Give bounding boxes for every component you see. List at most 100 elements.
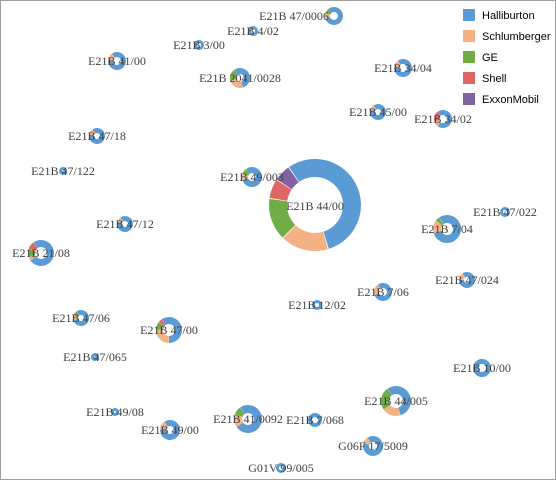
node-label: E21B 34/02 bbox=[414, 112, 472, 126]
node-label: G06F 17/5009 bbox=[338, 439, 408, 453]
node-donut-e21b-34-04 bbox=[393, 58, 412, 77]
slice-schlumberger bbox=[434, 120, 441, 127]
slice-halliburton bbox=[73, 310, 89, 327]
node-donut-e21b-41-00 bbox=[107, 51, 126, 70]
slice-schlumberger bbox=[72, 315, 79, 321]
node-donut-e21b-12-02 bbox=[312, 300, 322, 310]
node-donut-e21b-47-00 bbox=[155, 317, 182, 344]
node-label: E21B 44/005 bbox=[364, 394, 428, 408]
slice-schlumberger bbox=[283, 225, 328, 251]
slice-schlumberger bbox=[230, 79, 243, 88]
slice-halliburton bbox=[59, 167, 67, 175]
node-label: E21B 2041/0028 bbox=[199, 71, 281, 85]
slice-schlumberger bbox=[383, 405, 401, 417]
slice-schlumberger bbox=[117, 217, 124, 223]
legend-label-shell: Shell bbox=[482, 73, 506, 85]
node-donut-e21b-49-08 bbox=[111, 408, 119, 416]
node-label: E21B 41/00 bbox=[88, 54, 146, 68]
legend: Halliburton Schlumberger GE Shell ExxonMobil bbox=[463, 9, 551, 106]
slice-schlumberger bbox=[155, 329, 169, 343]
slice-halliburton bbox=[369, 104, 386, 121]
slice-halliburton bbox=[88, 128, 105, 145]
slice-schlumberger bbox=[370, 105, 377, 111]
legend-label-ge: GE bbox=[482, 52, 498, 64]
node-donut-e21b-34-02 bbox=[434, 110, 452, 129]
node-label: E21B 49/003 bbox=[220, 170, 284, 184]
slice-halliburton bbox=[236, 405, 263, 434]
node-label: E21B 49/08 bbox=[86, 405, 144, 419]
node-label: E21B 12/02 bbox=[288, 298, 346, 312]
node-donut-e21b-47-0006 bbox=[325, 6, 344, 25]
node-label: E21B 45/00 bbox=[349, 105, 407, 119]
node-label: E21B 47/0006 bbox=[259, 9, 329, 23]
node-donut-e21b-47-022 bbox=[500, 207, 510, 217]
slice-schlumberger bbox=[394, 60, 401, 68]
node-label: E21B 7/06 bbox=[357, 285, 409, 299]
slice-ge bbox=[234, 407, 245, 417]
node-label: G01V 99/005 bbox=[248, 461, 313, 475]
slice-halliburton bbox=[308, 413, 322, 427]
slice-schlumberger bbox=[108, 53, 115, 61]
node-label: E21B 47/122 bbox=[31, 164, 95, 178]
slice-halliburton bbox=[248, 26, 258, 36]
node-label: E21B 10/00 bbox=[453, 361, 511, 375]
node-donut-e21b-41-0092 bbox=[234, 405, 263, 434]
node-label: E21B 49/00 bbox=[141, 423, 199, 437]
node-donut-e21b-47-024 bbox=[458, 272, 475, 289]
nodes-layer bbox=[28, 6, 510, 473]
slice-exxonmobil bbox=[276, 167, 299, 190]
node-donut-e21b-7-06 bbox=[374, 282, 393, 301]
node-donut-e21b-49-003 bbox=[242, 167, 262, 188]
node-label: E21B 47/024 bbox=[435, 273, 499, 287]
node-donut-e21b-10-00 bbox=[473, 359, 491, 377]
node-label: E21B 7/04 bbox=[421, 222, 473, 236]
slice-halliburton bbox=[159, 420, 180, 441]
slice-halliburton bbox=[234, 68, 250, 88]
slice-halliburton bbox=[194, 40, 204, 50]
slice-halliburton bbox=[111, 408, 119, 416]
slice-ge bbox=[156, 322, 165, 330]
node-donut-e21b-3-00 bbox=[194, 40, 204, 50]
node-label: E21B 47/065 bbox=[63, 350, 127, 364]
slice-halliburton bbox=[393, 58, 412, 77]
legend-swatch-exxonmobil bbox=[463, 93, 475, 105]
node-label: E21B 3/00 bbox=[173, 38, 225, 52]
legend-label-halliburton: Halliburton bbox=[482, 10, 535, 22]
slice-halliburton bbox=[30, 239, 55, 266]
slice-halliburton bbox=[312, 300, 322, 310]
node-label: E21B 47/12 bbox=[96, 217, 154, 231]
slice-halliburton bbox=[107, 51, 126, 70]
slice-schlumberger bbox=[28, 254, 37, 261]
node-label: E21B 41/0092 bbox=[213, 412, 283, 426]
node-label: E21B 47/06 bbox=[52, 311, 110, 325]
slice-ge bbox=[435, 217, 444, 226]
slice-shell bbox=[158, 319, 166, 327]
slice-ge bbox=[242, 168, 250, 176]
slice-ge bbox=[230, 69, 238, 81]
slice-halliburton bbox=[91, 353, 99, 361]
node-label: E21B 47/18 bbox=[68, 129, 126, 143]
slice-halliburton bbox=[242, 167, 262, 188]
node-donut-e21b-21-08 bbox=[28, 239, 55, 266]
slice-shell bbox=[28, 242, 38, 251]
legend-swatch-halliburton bbox=[463, 9, 475, 21]
node-donut-e21b-4-02 bbox=[248, 26, 258, 36]
node-label: E21B 21/08 bbox=[12, 246, 70, 260]
slice-schlumberger bbox=[374, 284, 381, 295]
node-donut-e21b-47-18 bbox=[88, 128, 105, 145]
node-label: E21B 44/00 bbox=[286, 199, 344, 213]
slice-ge bbox=[380, 388, 392, 410]
node-donut-e21b-44-00 bbox=[268, 159, 361, 251]
slice-ge bbox=[73, 311, 80, 317]
legend-label-schlumberger: Schlumberger bbox=[482, 31, 551, 43]
node-donut-e21b-2041-0028 bbox=[230, 68, 250, 88]
node-donut-e21b-47-12 bbox=[116, 216, 133, 233]
slice-halliburton bbox=[500, 207, 510, 217]
slice-schlumberger bbox=[234, 414, 244, 427]
node-label: E21B 4/02 bbox=[227, 24, 279, 38]
slice-halliburton bbox=[437, 110, 452, 129]
slice-halliburton bbox=[363, 435, 384, 456]
node-label: E21B 34/04 bbox=[374, 61, 432, 75]
legend-swatch-ge bbox=[463, 51, 475, 63]
